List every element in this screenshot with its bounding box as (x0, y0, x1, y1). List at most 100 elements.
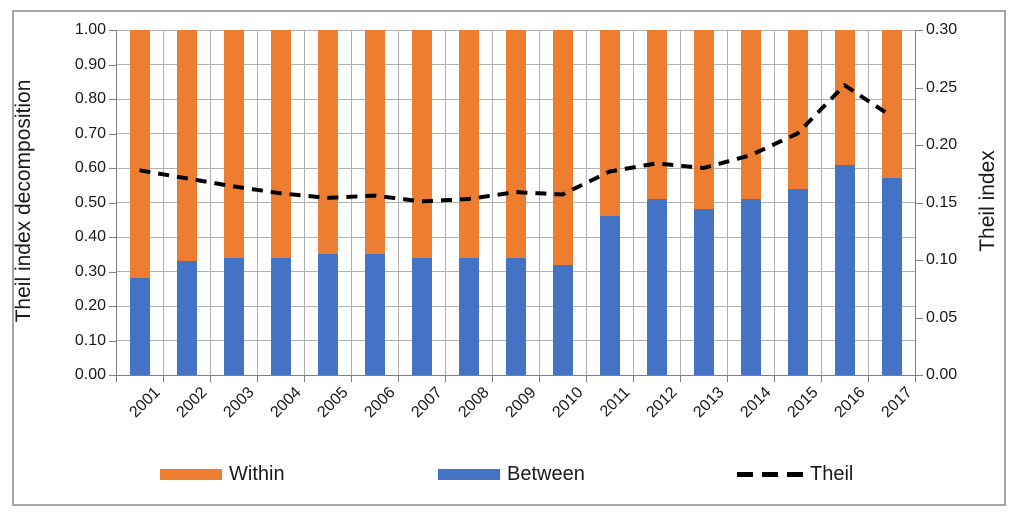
gridline-vertical (162, 30, 164, 375)
bar-within-2003 (223, 30, 244, 258)
bar-between-2007 (411, 257, 432, 375)
x-axis-tick (633, 376, 634, 382)
bar-between-2002 (176, 261, 197, 375)
gridline-vertical (820, 30, 822, 375)
right-axis-tick-label: 0.10 (926, 251, 958, 268)
gridline-vertical (632, 30, 634, 375)
x-axis-tick (915, 376, 916, 382)
bar-between-2015 (787, 188, 808, 375)
bar-within-2013 (693, 30, 714, 210)
bar-between-2004 (270, 257, 291, 375)
legend-label-theil: Theil (810, 463, 854, 485)
legend-item-between: Between (438, 462, 585, 486)
left-axis-tick (109, 271, 116, 273)
legend-item-within: Within (160, 462, 285, 486)
gridline-vertical (397, 30, 399, 375)
x-axis-tick (351, 376, 352, 382)
left-axis-line (116, 30, 117, 376)
bar-within-2012 (646, 30, 667, 200)
gridline-vertical (209, 30, 211, 375)
bar-between-2009 (505, 257, 526, 375)
right-axis-tick (916, 375, 923, 376)
x-axis-tick (539, 376, 540, 382)
x-axis-tick (868, 376, 869, 382)
left-axis-tick-label: 0.00 (74, 366, 106, 383)
left-axis-title: Theil index decomposition (12, 79, 35, 323)
bar-between-2010 (552, 264, 573, 375)
gridline-vertical (303, 30, 305, 375)
gridline-vertical (585, 30, 587, 375)
right-axis-tick-label: 0.15 (926, 193, 958, 211)
x-axis-tick (586, 376, 587, 382)
gridline-vertical (773, 30, 775, 375)
gridline-vertical (867, 30, 869, 375)
bar-within-2017 (881, 30, 902, 179)
left-axis-tick-label: 1.00 (74, 21, 106, 38)
legend-label-within: Within (229, 463, 285, 485)
left-axis-tick-label: 0.20 (74, 297, 106, 314)
x-axis-tick (116, 376, 117, 382)
left-axis-tick (109, 340, 116, 342)
bar-between-2012 (646, 199, 667, 375)
x-axis-tick (445, 376, 446, 382)
theil-line-layer (139, 83, 893, 204)
right-axis-tick (916, 202, 923, 204)
bar-between-2001 (129, 278, 150, 375)
bar-between-2017 (881, 178, 902, 375)
right-axis-tick-label: 0.00 (926, 366, 958, 383)
within-swatch-icon (160, 468, 222, 480)
bar-within-2015 (787, 30, 808, 189)
bar-within-2004 (270, 30, 291, 258)
between-swatch-icon (438, 468, 500, 480)
right-axis-tick (916, 145, 923, 146)
left-axis-tick-label: 0.90 (74, 55, 106, 73)
bar-within-2001 (129, 30, 150, 279)
right-axis-tick-label: 0.25 (926, 78, 958, 96)
right-axis-tick-label: 0.05 (926, 308, 958, 326)
left-axis-tick-label: 0.10 (74, 331, 106, 349)
bar-between-2013 (693, 209, 714, 375)
x-axis-tick (210, 376, 211, 382)
x-axis-tick (727, 376, 728, 382)
x-axis-tick (492, 376, 493, 382)
gridline-vertical (444, 30, 446, 375)
left-axis-tick-label: 0.40 (74, 228, 106, 245)
gridline-vertical (491, 30, 493, 375)
bar-between-2011 (599, 216, 620, 375)
left-axis-tick (109, 375, 116, 376)
left-axis-tick-label: 0.50 (74, 193, 106, 211)
bar-within-2009 (505, 30, 526, 258)
bar-between-2008 (458, 257, 479, 375)
left-axis-tick-label: 0.60 (74, 159, 106, 176)
right-axis-tick (916, 317, 923, 319)
left-axis-tick (109, 306, 116, 307)
x-axis-tick (680, 376, 681, 382)
theil-dash-swatch-icon (737, 471, 803, 477)
left-axis-tick-label: 0.30 (74, 262, 106, 280)
legend-item-theil: Theil (737, 462, 853, 486)
legend-label-between: Between (507, 463, 585, 485)
bottom-axis-line (115, 375, 916, 376)
left-axis-tick (109, 99, 116, 100)
right-axis-line (915, 30, 916, 376)
bar-within-2006 (364, 30, 385, 255)
bar-between-2016 (834, 164, 855, 375)
bar-between-2014 (740, 199, 761, 375)
bar-within-2010 (552, 30, 573, 265)
right-axis-tick (916, 30, 923, 31)
left-axis-tick (109, 168, 116, 169)
bar-within-2002 (176, 30, 197, 262)
x-axis-tick (774, 376, 775, 382)
x-axis-tick (257, 376, 258, 382)
right-axis-tick-label: 0.30 (926, 21, 958, 38)
right-axis-tick (916, 260, 923, 261)
gridline-vertical (538, 30, 540, 375)
gridline-vertical (679, 30, 681, 375)
left-axis-tick-label: 0.70 (74, 124, 106, 142)
gridline-vertical (256, 30, 258, 375)
gridline-vertical (726, 30, 728, 375)
gridline-vertical (350, 30, 352, 375)
left-axis-tick (109, 30, 116, 31)
left-axis-tick (109, 64, 116, 66)
